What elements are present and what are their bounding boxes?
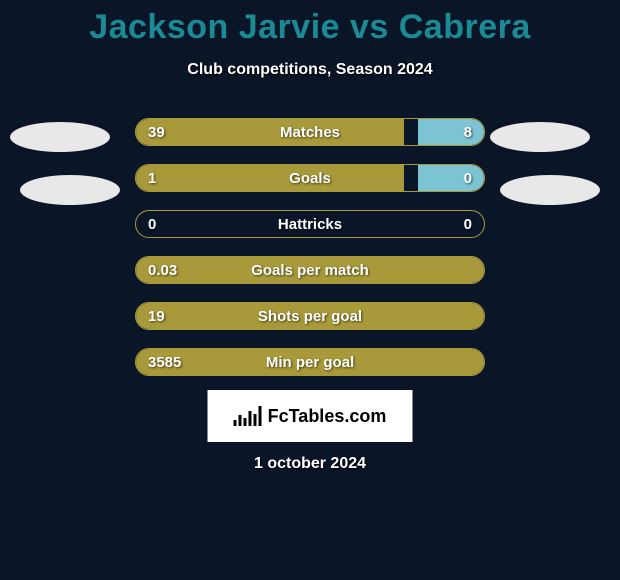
stat-row: 0.03 Goals per match (0, 247, 620, 293)
stat-row: 39 8 Matches (0, 109, 620, 155)
stat-label: Shots per goal (258, 308, 362, 325)
stat-value-left: 1 (148, 170, 156, 187)
date-text: 1 october 2024 (254, 455, 366, 473)
stat-bar: 0 0 Hattricks (135, 210, 485, 238)
stat-row: 19 Shots per goal (0, 293, 620, 339)
stat-label: Min per goal (266, 354, 354, 371)
bar-left-fill (136, 165, 404, 191)
bar-right-fill (418, 165, 484, 191)
stat-value-right: 0 (464, 216, 472, 233)
stat-row: 1 0 Goals (0, 155, 620, 201)
stat-label: Hattricks (278, 216, 342, 233)
logo-box: FcTables.com (208, 390, 413, 442)
stat-bar: 39 8 Matches (135, 118, 485, 146)
stat-label: Matches (280, 124, 340, 141)
stat-bar: 1 0 Goals (135, 164, 485, 192)
stat-bar: 0.03 Goals per match (135, 256, 485, 284)
stat-value-left: 39 (148, 124, 165, 141)
stat-value-left: 19 (148, 308, 165, 325)
page-title: Jackson Jarvie vs Cabrera (0, 0, 620, 47)
stat-row: 3585 Min per goal (0, 339, 620, 385)
stat-row: 0 0 Hattricks (0, 201, 620, 247)
stat-value-right: 8 (464, 124, 472, 141)
stats-container: 39 8 Matches 1 0 Goals 0 0 Hattricks 0.03 Goals pe… (0, 109, 620, 385)
stat-value-right: 0 (464, 170, 472, 187)
bar-left-fill (136, 119, 404, 145)
stat-label: Goals per match (251, 262, 369, 279)
subtitle: Club competitions, Season 2024 (0, 61, 620, 79)
stat-value-left: 0 (148, 216, 156, 233)
stat-bar: 19 Shots per goal (135, 302, 485, 330)
stat-value-left: 0.03 (148, 262, 177, 279)
chart-icon (234, 406, 262, 426)
stat-value-left: 3585 (148, 354, 181, 371)
stat-label: Goals (289, 170, 331, 187)
logo-text: FcTables.com (268, 406, 387, 427)
stat-bar: 3585 Min per goal (135, 348, 485, 376)
bar-right-fill (418, 119, 484, 145)
